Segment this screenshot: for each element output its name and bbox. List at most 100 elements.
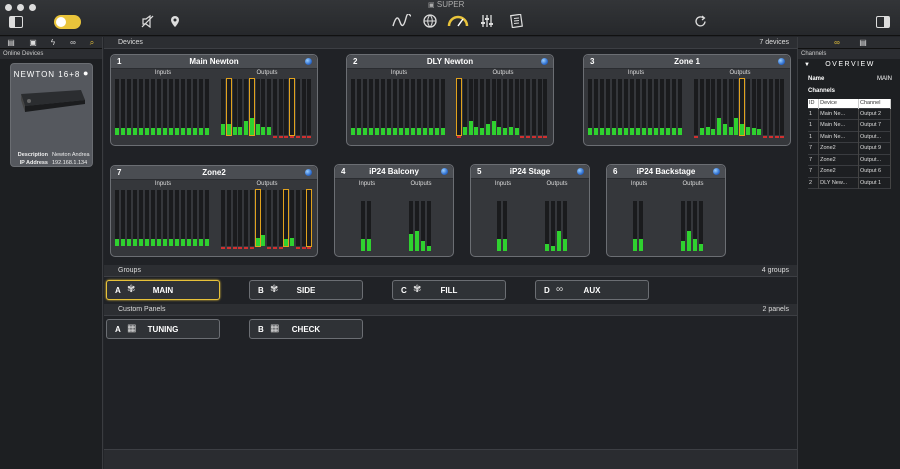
panel-button-tuning[interactable]: A ▦ TUNING [106,319,220,339]
outputs-meter-5[interactable] [244,190,249,249]
outputs-meter-2[interactable] [699,79,704,135]
inputs-meter-12[interactable] [417,79,422,135]
outputs-meter-11[interactable] [751,79,756,135]
inputs-meter-11[interactable] [175,190,180,246]
outputs-meter-4[interactable] [238,190,243,249]
outputs-meter-8[interactable] [734,79,739,135]
inputs-meter-13[interactable] [423,79,428,135]
collapse-triangle-icon[interactable]: ▼ [804,62,812,68]
minimize-window-button[interactable] [17,4,24,11]
outputs-meter-1[interactable] [221,190,226,249]
outputs-meter-2[interactable] [462,79,467,135]
outputs-meter-1[interactable] [455,78,463,138]
inputs-meter-2[interactable] [639,201,644,251]
zoom-window-button[interactable] [29,4,36,11]
group-button-side[interactable]: B ✾ SIDE [249,280,363,300]
inputs-meter-14[interactable] [193,190,198,246]
outputs-meter-4[interactable] [238,79,243,135]
outputs-meter-10[interactable] [745,79,750,135]
inputs-meter-3[interactable] [127,190,132,246]
inputs-meter-9[interactable] [163,79,168,135]
signal-wave-icon[interactable] [392,13,412,31]
group-button-fill[interactable]: C ✾ FILL [392,280,506,300]
outputs-meter-1[interactable] [694,79,699,138]
tab-device-icon[interactable]: ▤ [7,38,15,47]
inputs-meter-4[interactable] [133,79,138,135]
inputs-meter-16[interactable] [678,79,683,135]
inputs-meter-1[interactable] [115,79,120,135]
outputs-meter-5[interactable] [717,79,722,135]
inputs-meter-3[interactable] [127,79,132,135]
device-panel-ip24-stage[interactable]: 5 iP24 Stage Inputs Outputs [470,164,590,257]
inputs-meter-1[interactable] [351,79,356,135]
inputs-meter-14[interactable] [193,79,198,135]
column-header[interactable]: Device [818,99,859,108]
table-row[interactable]: 1 Main Ne... Output 2 [808,108,892,120]
inputs-meter-8[interactable] [393,79,398,135]
outputs-meter-13[interactable] [763,79,768,138]
outputs-meter-3[interactable] [468,79,473,135]
report-icon[interactable] [508,13,524,31]
outputs-meter-15[interactable] [537,79,542,138]
inputs-meter-8[interactable] [630,79,635,135]
outputs-meter-3[interactable] [705,79,710,135]
outputs-meter-4[interactable] [711,79,716,135]
inputs-meter-11[interactable] [411,79,416,135]
inputs-meter-15[interactable] [435,79,440,135]
panel-toggle-icon[interactable] [876,16,890,28]
mixer-icon[interactable] [479,14,495,31]
inputs-meter-9[interactable] [399,79,404,135]
inputs-meter-10[interactable] [169,190,174,246]
outputs-meter-4[interactable] [474,79,479,135]
outputs-meter-11[interactable] [514,79,519,135]
outputs-meter-4[interactable] [427,201,432,251]
table-row[interactable]: 7 Zone2 Output... [808,154,892,166]
outputs-meter-2[interactable] [687,201,692,251]
overview-header[interactable]: ▼ OVERVIEW [804,61,875,68]
inputs-meter-9[interactable] [163,190,168,246]
inputs-meter-6[interactable] [381,79,386,135]
device-card[interactable]: NEWTON 16+8 ● Description Newton Andrea I… [10,63,93,167]
device-panel-zone-1[interactable]: 3 Zone 1 Inputs Outputs [583,54,791,146]
outputs-meter-2[interactable] [225,78,232,136]
inputs-meter-7[interactable] [624,79,629,135]
outputs-meter-4[interactable] [563,201,568,251]
inputs-meter-4[interactable] [133,190,138,246]
inputs-meter-12[interactable] [181,190,186,246]
inputs-meter-12[interactable] [654,79,659,135]
inputs-meter-14[interactable] [429,79,434,135]
speed-gauge-icon[interactable] [447,13,469,31]
tab-link-icon[interactable]: ∞ [834,38,840,47]
inputs-meter-15[interactable] [199,190,204,246]
outputs-meter-9[interactable] [267,190,272,249]
inputs-meter-6[interactable] [145,79,150,135]
outputs-meter-5[interactable] [480,79,485,135]
device-panel-zone2[interactable]: 7 Zone2 Inputs Outputs [110,165,318,257]
table-row[interactable]: 2 DLY New... Output 1 [808,177,892,189]
outputs-meter-2[interactable] [551,201,556,251]
inputs-meter-1[interactable] [115,190,120,246]
inputs-meter-5[interactable] [139,190,144,246]
location-pin-icon[interactable]: ● [83,68,89,78]
outputs-meter-6[interactable] [249,190,254,249]
inputs-meter-16[interactable] [441,79,446,135]
outputs-meter-1[interactable] [681,201,686,251]
outputs-meter-12[interactable] [520,79,525,138]
table-row[interactable]: 1 Main Ne... Output 7 [808,119,892,131]
outputs-meter-15[interactable] [301,190,306,249]
outputs-meter-13[interactable] [288,78,296,138]
outputs-meter-3[interactable] [421,201,426,251]
tab-search-icon[interactable]: ⌕ [89,38,95,47]
inputs-meter-6[interactable] [145,190,150,246]
outputs-meter-12[interactable] [284,79,289,138]
inputs-meter-1[interactable] [497,201,502,251]
column-header[interactable]: ID [808,99,820,108]
outputs-meter-16[interactable] [306,189,313,249]
outputs-meter-7[interactable] [254,189,261,247]
device-panel-ip24-backstage[interactable]: 6 iP24 Backstage Inputs Outputs [606,164,726,257]
group-button-main[interactable]: A ✾ MAIN [106,280,220,300]
refresh-icon[interactable] [692,15,708,31]
lock-toggle-icon[interactable] [54,15,81,29]
inputs-meter-1[interactable] [361,201,366,251]
outputs-meter-15[interactable] [774,79,779,138]
